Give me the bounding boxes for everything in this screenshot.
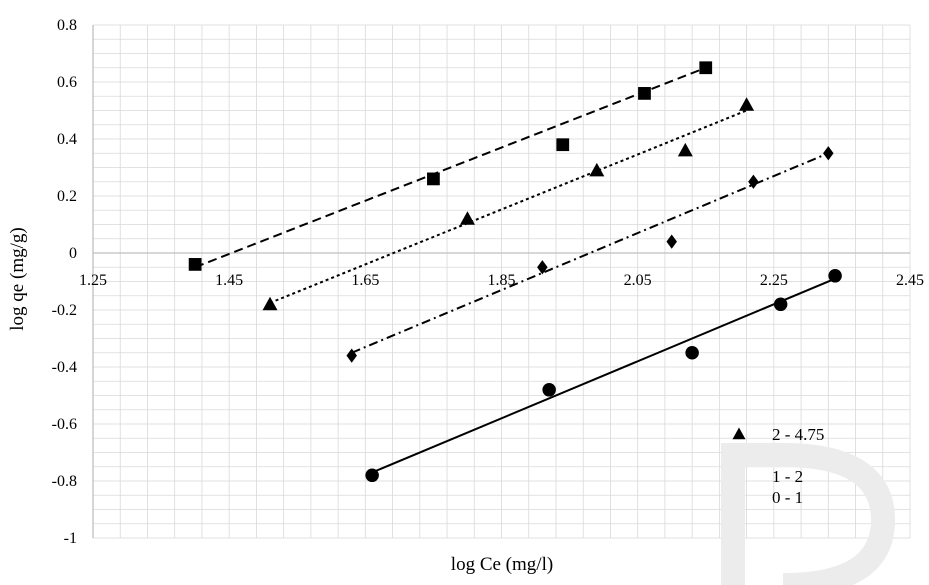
trendline-series-1: [269, 109, 747, 304]
data-point-series-2: [542, 383, 556, 397]
data-point-series-1: [677, 142, 693, 157]
x-tick-label: 2.45: [896, 272, 924, 289]
legend-label-3: 1 - 2: [772, 467, 803, 486]
trendline-series-3: [194, 66, 707, 269]
legend-marker-1: [732, 427, 746, 440]
x-tick-label: 2.25: [760, 272, 788, 289]
x-tick-label: 1.85: [488, 272, 516, 289]
x-tick-label: 1.65: [351, 272, 379, 289]
y-tick-label: -0.8: [52, 473, 77, 490]
data-point-series-3: [699, 61, 713, 75]
data-point-series-4: [346, 348, 357, 363]
y-tick-label: -1: [64, 530, 77, 547]
data-point-series-3: [427, 172, 440, 186]
x-tick-label: 2.05: [624, 272, 652, 289]
data-point-series-1: [262, 296, 278, 311]
y-tick-label: 0.2: [57, 188, 77, 205]
y-axis-title: log qe (mg/g): [7, 227, 28, 330]
data-point-series-4: [823, 146, 834, 161]
y-tick-label: -0.2: [52, 302, 77, 319]
legend-label-1: 2 - 4.75: [772, 425, 824, 444]
trendlines: [194, 66, 836, 474]
y-tick-label: -0.6: [52, 416, 77, 433]
data-point-series-4: [748, 174, 759, 189]
legend-label-4: 0 - 1: [772, 488, 803, 507]
y-tick-label: -0.4: [52, 359, 77, 376]
trendline-series-2: [371, 277, 836, 474]
y-tick-label: 0: [69, 245, 77, 262]
x-tick-label: 1.25: [79, 272, 107, 289]
data-point-series-3: [638, 87, 651, 100]
x-axis-title: log Ce (mg/l): [451, 554, 553, 575]
y-tick-label: 0.4: [57, 131, 77, 148]
data-point-series-1: [739, 97, 755, 111]
data-point-series-4: [666, 234, 677, 249]
x-tick-label: 1.45: [215, 272, 243, 289]
y-tick-label: 0.8: [57, 17, 77, 34]
watermark-logo: [721, 443, 896, 585]
data-point-series-2: [365, 468, 379, 483]
data-point-series-2: [773, 297, 788, 312]
data-points: [188, 61, 842, 483]
y-tick-labels: 0.8 0.6 0.4 0.2 0 -0.2 -0.4 -0.6 -0.8 -1: [52, 17, 77, 547]
x-tick-labels: 1.25 1.45 1.65 1.85 2.05 2.25 2.45: [79, 272, 924, 289]
y-tick-label: 0.6: [57, 74, 77, 91]
data-point-series-1: [589, 162, 605, 177]
data-point-series-3: [556, 138, 570, 152]
data-point-series-2: [828, 269, 842, 283]
data-point-series-1: [459, 211, 475, 225]
data-point-series-3: [188, 258, 202, 271]
data-point-series-4: [537, 260, 548, 275]
data-point-series-2: [685, 346, 699, 360]
